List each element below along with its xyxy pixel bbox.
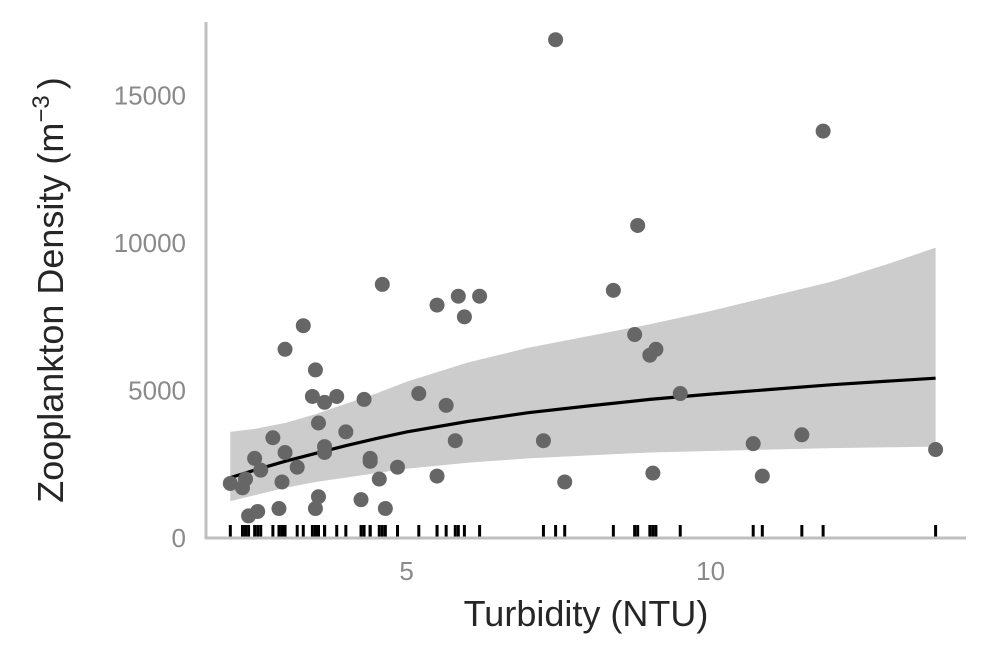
axes-layer <box>204 22 966 540</box>
data-point <box>672 386 688 402</box>
data-point <box>447 433 463 449</box>
data-point <box>274 474 290 490</box>
data-point <box>371 471 387 487</box>
y-tick-label: 10000 <box>114 228 186 258</box>
y-axis-title-main: Zooplankton Density (m <box>30 123 71 503</box>
x-axis-title: Turbidity (NTU) <box>464 593 709 634</box>
data-point <box>754 468 770 484</box>
data-point <box>429 468 445 484</box>
data-point <box>329 388 345 404</box>
data-point <box>310 489 326 505</box>
data-point <box>265 430 281 446</box>
data-point <box>548 32 564 48</box>
tick-labels-layer: 0 5000 10000 15000 5 10 <box>114 81 725 586</box>
data-point <box>377 501 393 517</box>
data-point <box>247 450 263 466</box>
fit-curve-layer <box>229 376 936 480</box>
data-point <box>411 386 427 402</box>
data-point <box>745 436 761 452</box>
data-points-layer <box>222 32 944 524</box>
y-axis-title: Zooplankton Density (m−3) <box>28 77 71 503</box>
data-point <box>645 465 661 481</box>
data-point <box>374 276 390 292</box>
data-point <box>307 362 323 378</box>
y-axis-title-end: ) <box>30 77 71 89</box>
data-point <box>250 503 266 519</box>
data-point <box>289 459 305 475</box>
data-point <box>456 309 472 325</box>
data-point <box>238 471 254 487</box>
data-point <box>390 459 406 475</box>
data-point <box>304 388 320 404</box>
data-point <box>648 341 664 357</box>
data-point <box>429 297 445 313</box>
data-point <box>317 394 333 410</box>
data-point <box>535 433 551 449</box>
data-point <box>630 217 646 233</box>
data-point <box>338 424 354 440</box>
data-point <box>277 341 293 357</box>
data-point <box>317 444 333 460</box>
fit-curve <box>229 376 936 480</box>
y-axis-title-superscript: −3 <box>28 95 55 122</box>
data-point <box>353 492 369 508</box>
x-tick-label: 5 <box>399 556 413 586</box>
data-point <box>794 427 810 443</box>
data-point <box>605 282 621 298</box>
rug-layer <box>228 525 938 538</box>
data-point <box>557 474 573 490</box>
data-point <box>222 475 238 491</box>
data-point <box>271 501 287 517</box>
y-tick-label: 0 <box>172 523 186 553</box>
data-point <box>450 288 466 304</box>
data-point <box>295 318 311 334</box>
data-point <box>307 501 323 517</box>
data-point <box>928 442 944 458</box>
data-point <box>438 397 454 413</box>
y-tick-label: 15000 <box>114 81 186 111</box>
data-point <box>362 450 378 466</box>
data-point <box>277 444 293 460</box>
confidence-band-layer <box>230 247 936 502</box>
data-point <box>472 288 488 304</box>
x-tick-label: 10 <box>696 556 725 586</box>
data-point <box>310 415 326 431</box>
data-point <box>356 391 372 407</box>
data-point <box>815 123 831 139</box>
data-point <box>253 462 269 478</box>
data-point <box>627 327 643 343</box>
y-tick-label: 5000 <box>128 376 186 406</box>
confidence-band <box>230 247 936 502</box>
